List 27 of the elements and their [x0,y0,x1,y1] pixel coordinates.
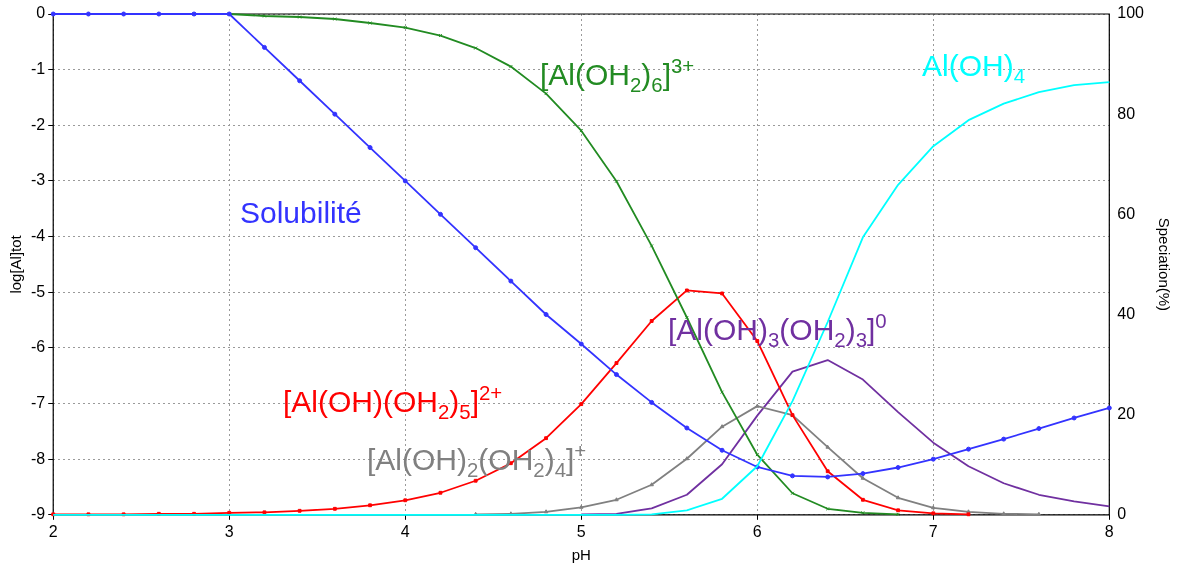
y-tick-label: -5 [30,282,46,300]
x-tick-label: 3 [224,522,234,540]
x-tick-label: 8 [1104,522,1114,540]
y2-tick-label: 80 [1117,104,1136,122]
x-tick-label: 5 [576,522,586,540]
y2-tick-label: 100 [1117,4,1145,22]
y-tick-label: 0 [36,4,46,22]
y-tick-label: -4 [30,226,46,244]
y-tick-label: -8 [30,449,46,467]
y-tick-label: -1 [30,60,46,78]
y2-tick-label: 60 [1117,204,1136,222]
y-tick-label: -3 [30,171,46,189]
x-tick-label: 6 [752,522,762,540]
x-tick-label: 2 [48,522,58,540]
y2-axis-title: Speciation(%) [1155,217,1173,312]
y-tick-label: -6 [30,338,46,356]
y-tick-label: -9 [30,505,46,523]
y-axis-title: log[Al]tot [7,234,25,294]
y-tick-label: -7 [30,393,46,411]
y-tick-label: -2 [30,115,46,133]
y2-tick-label: 40 [1117,304,1136,322]
y2-tick-label: 0 [1117,505,1127,523]
y2-tick-label: 20 [1117,405,1136,423]
x-axis-title: pH [571,546,591,564]
x-tick-label: 7 [928,522,938,540]
series-label: Solubilité [240,196,362,229]
x-tick-label: 4 [400,522,410,540]
